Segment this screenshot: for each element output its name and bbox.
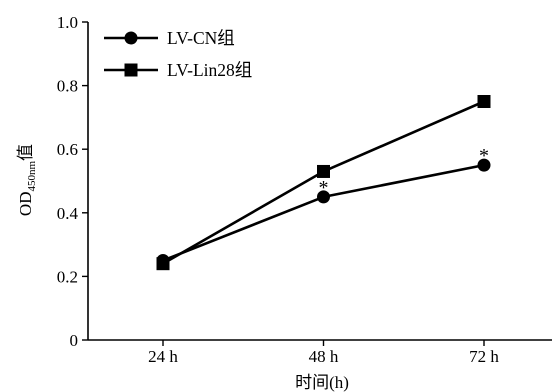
significance-mark-0: *: [319, 177, 329, 199]
y-tick-label-0: 0: [70, 331, 79, 350]
y-tick-label-4: 0.8: [57, 77, 78, 96]
y-axis-title-suffix: 值: [16, 144, 35, 161]
y-tick-label-1: 0.2: [57, 267, 78, 286]
axes: 0 0.2 0.4 0.6 0.8 1.0 24 h 48 h 72 h: [57, 13, 552, 366]
significance-mark-1: *: [479, 145, 489, 167]
legend-label-1: LV-Lin28组: [167, 60, 252, 80]
y-axis-title: OD450nm值: [16, 144, 38, 216]
y-axis-title-subscript: 450nm: [26, 161, 38, 192]
x-tick-label-0: 24 h: [148, 347, 178, 366]
y-tick-label-3: 0.6: [57, 140, 78, 159]
legend: LV-CN组 LV-Lin28组: [104, 28, 252, 80]
data-point-s0-2: [477, 158, 491, 172]
x-tick-label-2: 72 h: [469, 347, 499, 366]
legend-marker-0: [124, 31, 138, 45]
x-tick-label-1: 48 h: [309, 347, 339, 366]
y-tick-label-5: 1.0: [57, 13, 78, 32]
data-point-s0-1: [317, 190, 330, 204]
x-axis-title: 时间(h): [295, 373, 349, 392]
legend-marker-1: [124, 63, 138, 77]
legend-label-0: LV-CN组: [167, 28, 235, 48]
y-tick-label-2: 0.4: [57, 204, 79, 223]
series-layer: **: [156, 95, 491, 271]
y-axis-title-base: OD: [16, 192, 35, 217]
data-point-s1-1: [317, 164, 330, 178]
data-point-s1-2: [477, 95, 491, 108]
data-point-s1-0: [156, 257, 170, 271]
